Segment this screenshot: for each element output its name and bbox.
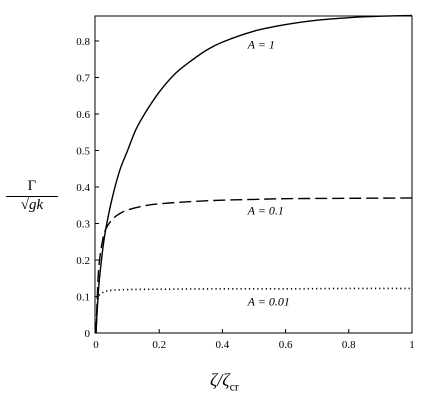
y-tick-label: 0 bbox=[85, 328, 91, 340]
y-axis-label-denominator: √gk bbox=[20, 197, 44, 214]
y-tick-label: 0.2 bbox=[76, 255, 90, 267]
x-axis-label-main: ζ/ζ bbox=[210, 370, 230, 390]
y-tick-label: 0.8 bbox=[76, 36, 90, 48]
series-annotation-2: A = 0.1 bbox=[247, 203, 284, 217]
x-tick-label: 0.2 bbox=[152, 339, 166, 351]
series-line-2 bbox=[95, 197, 413, 334]
x-tick-label: 0.6 bbox=[279, 339, 293, 351]
y-tick-label: 0.4 bbox=[76, 182, 90, 194]
ticks-layer: 0 0.2 0.4 0.6 0.8 1 0 0.1 0.2 0.3 0.4 0.5 0.6 0.7 0.8 bbox=[76, 36, 415, 351]
y-tick-label: 0.5 bbox=[76, 146, 90, 158]
x-tick-label: 1 bbox=[409, 339, 415, 351]
y-axis-label: Γ √gk bbox=[6, 178, 58, 215]
y-axis-label-numerator: Γ bbox=[6, 178, 58, 198]
x-tick-label: 0.4 bbox=[216, 339, 230, 351]
series-annotation-1: A = 1 bbox=[247, 37, 275, 51]
x-tick-label: 0 bbox=[93, 339, 99, 351]
series-layer bbox=[95, 14, 413, 334]
plot-frame bbox=[94, 15, 413, 334]
x-axis-label-sub: cr bbox=[229, 379, 239, 394]
series-annotation-3: A = 0.01 bbox=[247, 295, 290, 309]
y-tick-label: 0.3 bbox=[76, 219, 90, 231]
annotation-layer: A = 1 A = 0.1 A = 0.01 bbox=[247, 37, 290, 308]
x-tick-label: 0.8 bbox=[342, 339, 356, 351]
y-tick-label: 0.1 bbox=[76, 292, 90, 304]
y-tick-label: 0.7 bbox=[76, 73, 90, 85]
x-axis-label: ζ/ζcr bbox=[210, 370, 239, 395]
y-tick-label: 0.6 bbox=[76, 109, 90, 121]
series-line-1 bbox=[95, 14, 413, 334]
